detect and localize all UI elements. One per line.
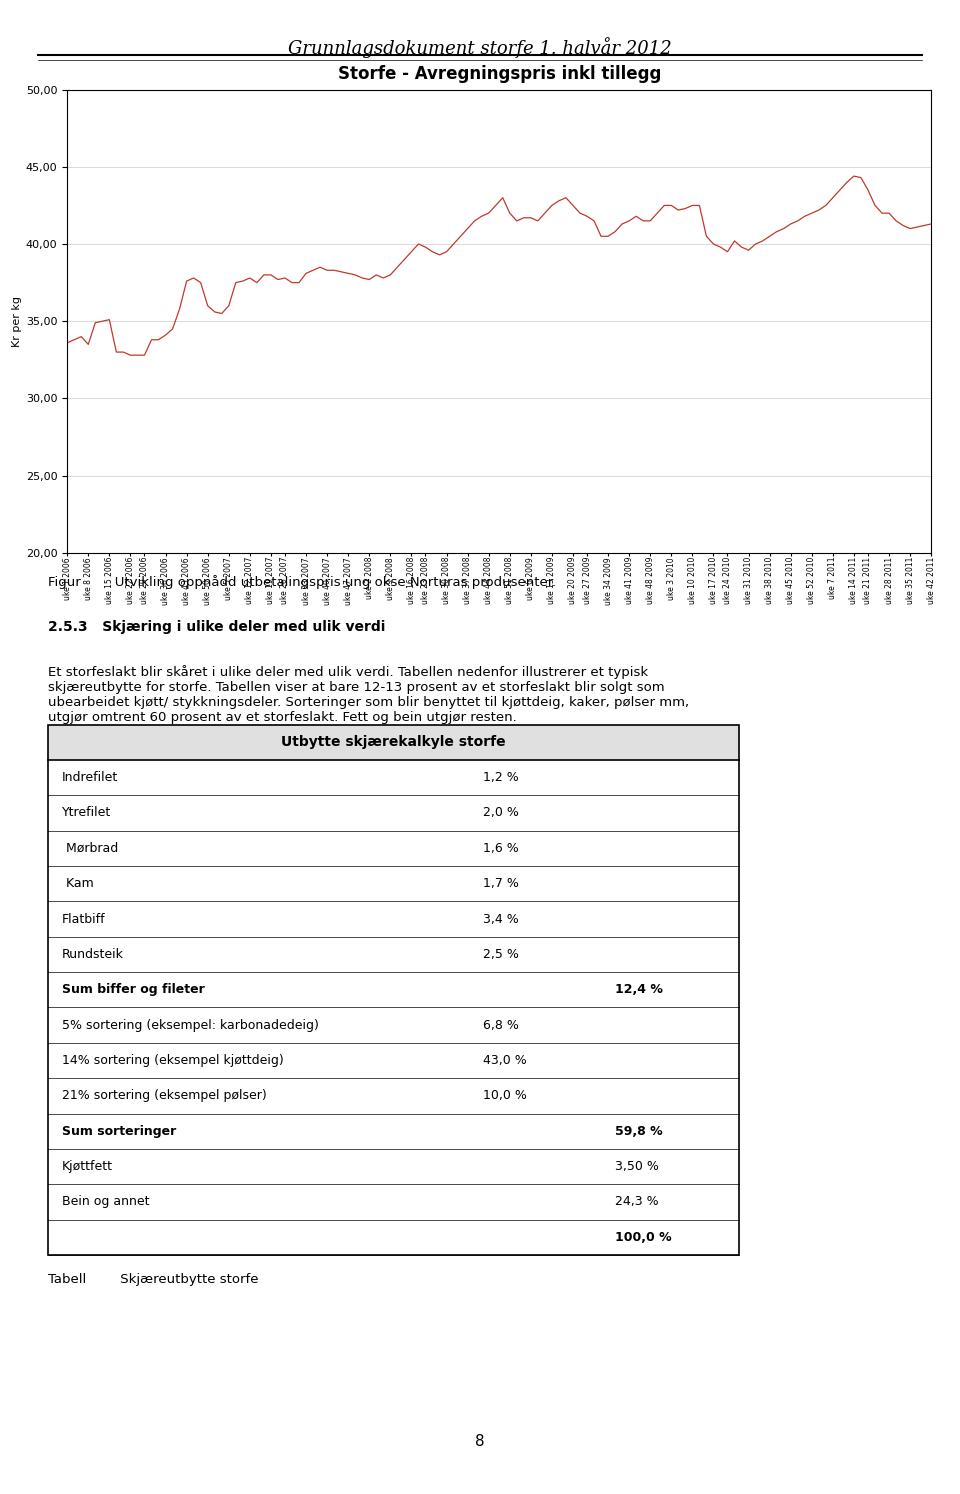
- Text: 100,0 %: 100,0 %: [614, 1231, 671, 1245]
- Text: 3,4 %: 3,4 %: [484, 913, 519, 926]
- Text: Ytrefilet: Ytrefilet: [61, 807, 111, 820]
- Text: 1,7 %: 1,7 %: [484, 877, 519, 890]
- Text: 2,0 %: 2,0 %: [484, 807, 519, 820]
- Text: 21% sortering (eksempel pølser): 21% sortering (eksempel pølser): [61, 1089, 267, 1103]
- Text: Indrefilet: Indrefilet: [61, 771, 118, 784]
- Text: Flatbiff: Flatbiff: [61, 913, 106, 926]
- Text: Tabell        Skjæreutbytte storfe: Tabell Skjæreutbytte storfe: [48, 1273, 258, 1286]
- Text: 12,4 %: 12,4 %: [614, 983, 662, 996]
- Text: 43,0 %: 43,0 %: [484, 1053, 527, 1067]
- Text: Mørbrad: Mørbrad: [61, 841, 118, 855]
- Text: 3,50 %: 3,50 %: [614, 1159, 659, 1173]
- Text: Grunnlagsdokument storfe 1. halvår 2012: Grunnlagsdokument storfe 1. halvår 2012: [288, 37, 672, 58]
- Text: 1,2 %: 1,2 %: [484, 771, 519, 784]
- Text: Kam: Kam: [61, 877, 93, 890]
- Text: Figur        Utvikling oppnådd utbetalingspris ung okse Norturas produsenter.: Figur Utvikling oppnådd utbetalingspris …: [48, 575, 556, 589]
- Text: 5% sortering (eksempel: karbonadedeig): 5% sortering (eksempel: karbonadedeig): [61, 1019, 319, 1032]
- Text: 1,6 %: 1,6 %: [484, 841, 519, 855]
- Text: Utbytte skjærekalkyle storfe: Utbytte skjærekalkyle storfe: [281, 735, 506, 750]
- Text: 2.5.3   Skjæring i ulike deler med ulik verdi: 2.5.3 Skjæring i ulike deler med ulik ve…: [48, 620, 385, 633]
- Text: Bein og annet: Bein og annet: [61, 1195, 150, 1209]
- Y-axis label: Kr per kg: Kr per kg: [12, 296, 22, 347]
- Text: Sum biffer og fileter: Sum biffer og fileter: [61, 983, 204, 996]
- Text: Sum sorteringer: Sum sorteringer: [61, 1125, 176, 1138]
- Text: 59,8 %: 59,8 %: [614, 1125, 662, 1138]
- Text: Kjøttfett: Kjøttfett: [61, 1159, 113, 1173]
- Text: 10,0 %: 10,0 %: [484, 1089, 527, 1103]
- Text: 8: 8: [475, 1434, 485, 1449]
- Text: 14% sortering (eksempel kjøttdeig): 14% sortering (eksempel kjøttdeig): [61, 1053, 283, 1067]
- Text: 6,8 %: 6,8 %: [484, 1019, 519, 1032]
- Text: Rundsteik: Rundsteik: [61, 947, 124, 961]
- Text: 24,3 %: 24,3 %: [614, 1195, 659, 1209]
- Text: Et storfeslakt blir skåret i ulike deler med ulik verdi. Tabellen nedenfor illus: Et storfeslakt blir skåret i ulike deler…: [48, 665, 689, 723]
- Text: 2,5 %: 2,5 %: [484, 947, 519, 961]
- Title: Storfe - Avregningspris inkl tillegg: Storfe - Avregningspris inkl tillegg: [338, 64, 660, 82]
- Bar: [48, 725, 739, 760]
